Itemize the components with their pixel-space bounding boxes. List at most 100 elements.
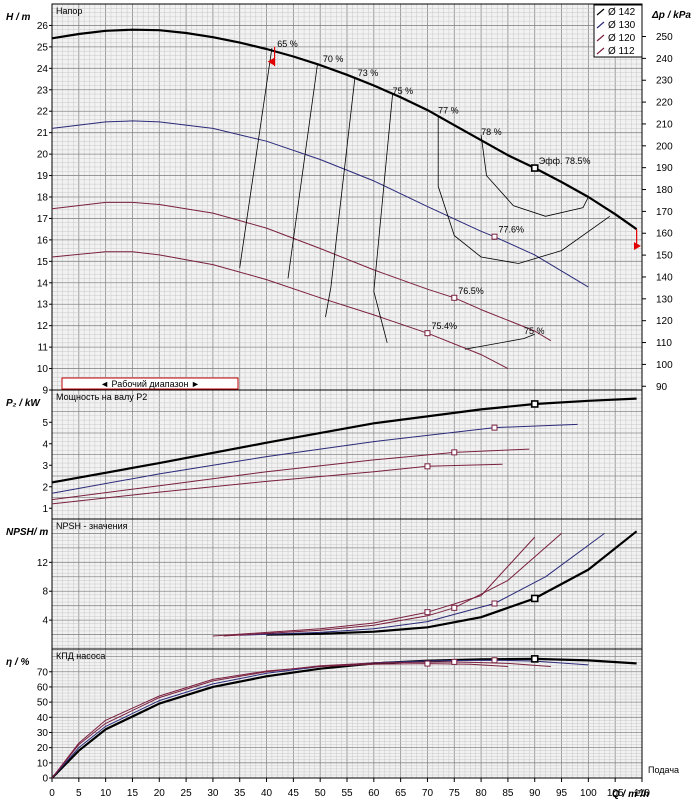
y-right-tick-label: 150 (656, 251, 673, 262)
iso-efficiency-line (373, 94, 393, 343)
x-tick-label: 105 (607, 788, 624, 799)
y-axis-label: NPSH/ m (6, 527, 48, 538)
x-tick-label: 70 (422, 788, 434, 799)
y-right-tick-label: 200 (656, 141, 673, 152)
range-start-marker (267, 57, 275, 66)
duty-point-marker (451, 294, 458, 301)
y-tick-label: 2 (42, 482, 48, 493)
series-line-head-3 (51, 251, 509, 370)
y-tick-label: 26 (37, 21, 49, 32)
y-tick-label: 60 (37, 682, 49, 693)
duty-point-label: Эфф. 78.5% (539, 156, 591, 166)
duty-point-marker (491, 600, 498, 607)
y-right-tick-label: 140 (656, 272, 673, 283)
legend-entry: Ø 142 (608, 7, 636, 18)
range-end-marker (633, 242, 641, 251)
y-tick-label: 9 (42, 386, 48, 397)
duty-point-marker (424, 330, 431, 337)
y-tick-label: 18 (37, 193, 49, 204)
duty-point-marker (530, 400, 539, 408)
y-tick-label: 8 (42, 587, 48, 598)
x-tick-label: 45 (288, 788, 300, 799)
x-tick-label: 65 (395, 788, 407, 799)
y-tick-label: 4 (42, 616, 48, 627)
series-line-npsh-2 (223, 533, 562, 637)
efficiency-label: 70 % (323, 54, 344, 64)
y-tick-label: 20 (37, 150, 49, 161)
y-tick-label: 40 (37, 713, 49, 724)
iso-efficiency-loop (480, 134, 589, 217)
y-right-tick-label: 100 (656, 360, 673, 371)
x-tick-label: 15 (127, 788, 139, 799)
iso-efficiency-line (464, 333, 535, 350)
legend-swatch (596, 21, 605, 29)
series-line-power-2 (51, 448, 530, 501)
duty-point-marker (451, 604, 458, 611)
y-tick-label: 20 (37, 743, 49, 754)
panel-title: Напор (56, 6, 82, 16)
duty-point-label: 75.4% (431, 321, 457, 331)
y-right-tick-label: 210 (656, 119, 673, 130)
x-tick-label: 55 (341, 788, 353, 799)
series-line-npsh-3 (212, 536, 536, 637)
efficiency-label: 78 % (481, 127, 502, 137)
panel-title: NPSH - значения (56, 521, 128, 531)
x-tick-label: 60 (368, 788, 380, 799)
series-line-power-3 (51, 463, 503, 505)
x-tick-label: 90 (529, 788, 541, 799)
x-tick-label: 40 (261, 788, 273, 799)
x-tick-label: 75 (449, 788, 461, 799)
y-tick-label: 0 (42, 774, 48, 785)
x-tick-label: 10 (100, 788, 112, 799)
duty-point-label: 76.5% (458, 286, 484, 296)
y-right-tick-label: 190 (656, 163, 673, 174)
y-axis-label: η / % (6, 657, 29, 668)
y-right-tick-label: 230 (656, 76, 673, 87)
y-tick-label: 16 (37, 235, 49, 246)
series-line-power-0 (51, 397, 637, 484)
x-tick-label: 30 (207, 788, 219, 799)
series-line-efficiency-1 (51, 659, 589, 779)
y-tick-label: 4 (42, 439, 48, 450)
legend-entry: Ø 120 (608, 33, 636, 44)
duty-point-marker (491, 233, 498, 240)
y-tick-label: 12 (37, 321, 49, 332)
legend-swatch (596, 47, 605, 55)
y-right-axis-label: Δp / kPa (651, 10, 691, 21)
y-tick-label: 1 (42, 504, 48, 515)
y-tick-label: 21 (37, 128, 49, 139)
y-right-tick-label: 130 (656, 294, 673, 305)
efficiency-label: 73 % (358, 68, 379, 78)
y-right-tick-label: 250 (656, 32, 673, 43)
y-tick-label: 17 (37, 214, 49, 225)
iso-efficiency-line (287, 63, 318, 279)
efficiency-label: 77 % (438, 105, 459, 115)
y-tick-label: 19 (37, 171, 49, 182)
legend-entry: Ø 130 (608, 20, 636, 31)
y-right-tick-label: 110 (656, 338, 672, 349)
legend-swatch (596, 8, 605, 16)
y-tick-label: 23 (37, 85, 49, 96)
y-tick-label: 15 (37, 257, 49, 268)
duty-point-marker (424, 463, 431, 470)
series-line-efficiency-3 (51, 663, 508, 779)
duty-point-marker (491, 424, 498, 431)
x-tick-label: 80 (476, 788, 488, 799)
y-tick-label: 70 (37, 667, 49, 678)
x-tick-label: 25 (181, 788, 193, 799)
iso-efficiency-line (239, 47, 273, 268)
panel-title: Мощность на валу P2 (56, 392, 147, 402)
duty-point-marker (424, 609, 431, 616)
y-right-tick-label: 160 (656, 229, 673, 240)
duty-point-markers (267, 46, 641, 667)
y-right-tick-label: 120 (656, 316, 673, 327)
y-right-tick-label: 170 (656, 207, 673, 218)
y-tick-label: 13 (37, 300, 49, 311)
x-axis-label: Q / m³/h (612, 789, 649, 800)
series-line-head-0 (51, 28, 638, 231)
y-right-tick-label: 180 (656, 185, 673, 196)
legend-box (593, 4, 643, 58)
duty-point-marker (451, 449, 458, 456)
